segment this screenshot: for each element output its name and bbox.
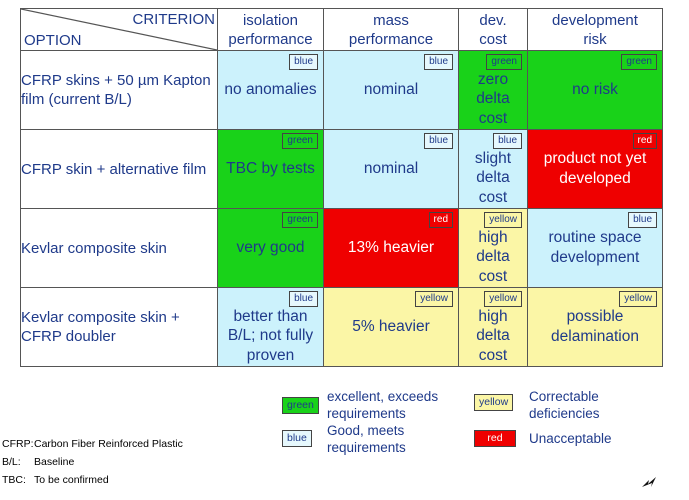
rating-cell: red 13% heavier bbox=[323, 208, 459, 288]
column-header-line1: development bbox=[552, 11, 638, 29]
rating-tag: red bbox=[632, 133, 657, 149]
rating-tag: blue bbox=[289, 54, 318, 70]
table-row: CFRP skin + alternative film green TBC b… bbox=[20, 129, 663, 209]
legend-text-line1: Unacceptable bbox=[529, 431, 612, 446]
cell-text: no anomalies bbox=[224, 81, 317, 98]
cell-text: 13% heavier bbox=[347, 239, 435, 256]
rating-cell: blue slight delta cost bbox=[458, 129, 528, 209]
rating-cell: green no risk bbox=[527, 50, 663, 130]
rating-cell: blue no anomalies bbox=[217, 50, 324, 130]
column-header-mass: mass performance bbox=[323, 8, 459, 51]
rating-cell: green TBC by tests bbox=[217, 129, 324, 209]
legend-text-line1: excellent, exceeds bbox=[327, 389, 439, 404]
table-row: Kevlar composite skin green very good re… bbox=[20, 208, 663, 288]
rating-cell: blue routine space development bbox=[527, 208, 663, 288]
legend-tag-blue: blue bbox=[282, 430, 312, 447]
legend-text-excellent: excellent, exceeds requirements bbox=[327, 388, 438, 422]
rating-tag: green bbox=[282, 133, 318, 149]
column-header-line1: mass bbox=[373, 11, 409, 29]
cell-text: possible delamination bbox=[551, 308, 639, 345]
table-row: Kevlar composite skin + CFRP doubler blu… bbox=[20, 287, 663, 367]
legend-text-line1: Good, meets bbox=[327, 423, 405, 438]
cell-text: very good bbox=[236, 239, 305, 256]
trade-off-table: CRITERION OPTION isolation performance m… bbox=[20, 8, 663, 367]
row-label: CFRP skins + 50 µm Kapton film (current … bbox=[20, 50, 218, 130]
abbreviation-key: CFRP: bbox=[2, 438, 34, 450]
abbreviation-key: B/L: bbox=[2, 456, 21, 468]
rating-tag: yellow bbox=[484, 212, 522, 228]
rating-cell: green very good bbox=[217, 208, 324, 288]
rating-cell: yellow high delta cost bbox=[458, 208, 528, 288]
criterion-label: CRITERION bbox=[132, 11, 216, 28]
row-label: Kevlar composite skin bbox=[20, 208, 218, 288]
rating-tag: blue bbox=[289, 291, 318, 307]
rating-tag: green bbox=[621, 54, 657, 70]
rating-cell: yellow possible delamination bbox=[527, 287, 663, 367]
rating-tag: blue bbox=[493, 133, 522, 149]
column-header-dev-cost: dev. cost bbox=[458, 8, 528, 51]
cell-text: 5% heavier bbox=[352, 318, 430, 335]
rating-cell: blue nominal bbox=[323, 50, 459, 130]
rating-cell: red product not yet developed bbox=[527, 129, 663, 209]
cell-text: slight delta cost bbox=[474, 149, 512, 206]
row-label: CFRP skin + alternative film bbox=[20, 129, 218, 209]
rating-tag: blue bbox=[424, 133, 453, 149]
legend-text-line1: Correctable bbox=[529, 389, 599, 404]
column-header-line2: performance bbox=[228, 30, 313, 48]
abbreviation-key: TBC: bbox=[2, 474, 26, 486]
abbreviation-value: To be confirmed bbox=[34, 474, 109, 486]
cell-text: better than B/L; not fully proven bbox=[227, 307, 314, 364]
cell-text: TBC by tests bbox=[226, 160, 315, 177]
abbreviation-value: Carbon Fiber Reinforced Plastic bbox=[34, 438, 183, 450]
rating-cell: blue better than B/L; not fully proven bbox=[217, 287, 324, 367]
cell-text: nominal bbox=[363, 81, 419, 98]
header-corner-cell: CRITERION OPTION bbox=[20, 8, 218, 51]
rating-tag: blue bbox=[628, 212, 657, 228]
legend-text-correctable: Correctable deficiencies bbox=[529, 388, 600, 422]
abbreviation-item: B/L: Baseline bbox=[2, 456, 74, 468]
abbreviation-value: Baseline bbox=[34, 456, 75, 468]
diagonal-divider bbox=[21, 9, 217, 50]
rating-tag: blue bbox=[424, 54, 453, 70]
legend-tag-yellow: yellow bbox=[474, 394, 514, 411]
rating-tag: yellow bbox=[484, 291, 522, 307]
row-label: Kevlar composite skin + CFRP doubler bbox=[20, 287, 218, 367]
column-header-development-risk: development risk bbox=[527, 8, 663, 51]
rating-tag: red bbox=[428, 212, 453, 228]
column-header-line1: isolation bbox=[242, 11, 299, 29]
column-header-line2: performance bbox=[348, 30, 434, 48]
rating-cell: green zero delta cost bbox=[458, 50, 528, 130]
rating-cell: yellow 5% heavier bbox=[323, 287, 459, 367]
abbreviation-item: CFRP:Carbon Fiber Reinforced Plastic bbox=[2, 438, 183, 450]
option-label: OPTION bbox=[24, 32, 82, 49]
cell-text: high delta cost bbox=[476, 228, 510, 285]
cell-text: nominal bbox=[363, 160, 419, 177]
legend-tag-red: red bbox=[474, 430, 516, 447]
legend-text-line2: deficiencies bbox=[529, 406, 600, 421]
column-header-isolation: isolation performance bbox=[217, 8, 324, 51]
legend-text-line2: requirements bbox=[327, 440, 406, 455]
cell-text: routine space development bbox=[548, 229, 642, 266]
column-header-line2: risk bbox=[583, 30, 607, 48]
corner-logo-icon bbox=[642, 477, 656, 487]
rating-cell: blue nominal bbox=[323, 129, 459, 209]
rating-tag: yellow bbox=[415, 291, 453, 307]
legend-text-unacceptable: Unacceptable bbox=[529, 430, 612, 447]
column-header-line1: dev. bbox=[479, 11, 507, 29]
cell-text: zero delta cost bbox=[476, 70, 510, 127]
rating-cell: yellow high delta cost bbox=[458, 287, 528, 367]
legend-tag-green: green bbox=[282, 397, 319, 414]
column-header-line2: cost bbox=[479, 30, 507, 48]
cell-text: product not yet developed bbox=[543, 150, 647, 187]
rating-tag: green bbox=[282, 212, 318, 228]
cell-text: high delta cost bbox=[476, 307, 510, 364]
legend-text-good: Good, meets requirements bbox=[327, 422, 406, 456]
rating-tag: green bbox=[486, 54, 522, 70]
table-row: CFRP skins + 50 µm Kapton film (current … bbox=[20, 50, 663, 130]
abbreviation-item: TBC: To be confirmed bbox=[2, 474, 109, 486]
rating-tag: yellow bbox=[619, 291, 657, 307]
cell-text: no risk bbox=[572, 81, 618, 98]
legend-text-line2: requirements bbox=[327, 406, 406, 421]
